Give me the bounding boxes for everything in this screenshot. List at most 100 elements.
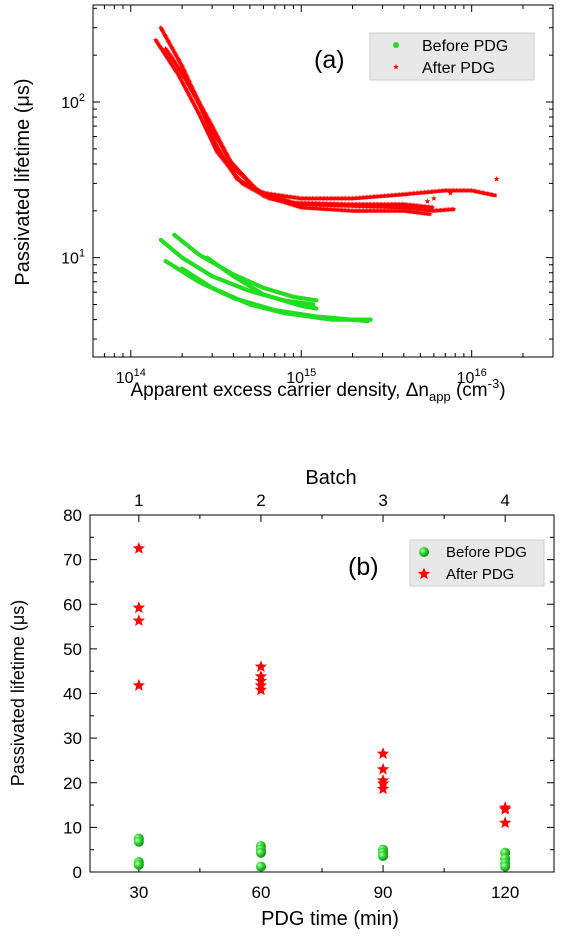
- panel-a-after-pdg-point: [184, 88, 190, 94]
- panel-a-after-pdg-point: [236, 168, 242, 174]
- panel-a-after-pdg-point: [431, 195, 437, 201]
- panel-a-after-pdg-point: [183, 86, 189, 92]
- panel-a-after-pdg-point: [196, 111, 202, 117]
- panel-a-after-pdg-point: [201, 122, 208, 128]
- panel-a-after-pdg-point: [217, 149, 224, 155]
- panel-a-after-pdg-point: [229, 160, 236, 166]
- panel-a-after-pdg-point: [209, 130, 215, 136]
- panel-a-after-pdg-point: [231, 170, 237, 176]
- panel-a-after-pdg-point: [210, 141, 217, 147]
- panel-a-after-pdg-point: [157, 44, 163, 50]
- panel-b-before-pdg-point: [255, 861, 266, 872]
- panel-a-after-pdg-point: [156, 41, 162, 47]
- panel-b-before-pdg-point: [255, 847, 266, 858]
- panel-a-after-pdg-point: [447, 190, 454, 196]
- panel-a-after-pdg-point: [213, 132, 219, 138]
- panel-a-after-pdg-point: [212, 138, 218, 144]
- panel-a-after-pdg-point: [168, 60, 174, 66]
- panel-a-after-pdg-point: [187, 93, 193, 99]
- panel-a-after-pdg-point: [201, 121, 207, 127]
- panel-a-after-pdg-point: [180, 71, 186, 77]
- panel-a-after-pdg-point: [206, 124, 212, 130]
- panel-a-after-pdg-point: [186, 82, 192, 88]
- panel-a-legend-box: [369, 32, 535, 81]
- panel-a-after-pdg-point: [174, 62, 180, 68]
- panel-a-after-pdg-point: [192, 93, 198, 99]
- panel-a-after-pdg-point: [225, 163, 231, 169]
- panel-b-after-pdg-point: [132, 678, 146, 691]
- panel-a-after-pdg-point: [181, 67, 187, 73]
- panel-a-after-pdg-point: [179, 70, 185, 76]
- panel-a-after-pdg-point: [235, 167, 241, 173]
- panel-b-legend-after-marker: [417, 567, 431, 580]
- panel-b-legend-before-label: Before PDG: [446, 544, 527, 561]
- panel-a-after-pdg-point: [204, 128, 211, 134]
- panel-a-after-pdg-point: [233, 172, 239, 178]
- panel-a-x-axis-label-unit-close: ): [499, 380, 505, 401]
- panel-a-after-pdg-point: [164, 48, 170, 54]
- panel-b-y-axis-label: Passivated lifetime (μs): [8, 600, 28, 786]
- panel-a-after-pdg-point: [192, 104, 199, 110]
- panel-a-series-before-pdg: [158, 232, 373, 324]
- panel-b-after-pdg-point: [254, 660, 268, 672]
- panel-a-after-pdg-point: [223, 160, 230, 166]
- panel-a-after-pdg-point: [188, 86, 194, 92]
- panel-b-after-pdg-point: [132, 541, 146, 554]
- panel-a-after-pdg-point: [243, 175, 249, 181]
- panel-a-after-pdg-point: [164, 35, 170, 41]
- panel-a-after-pdg-point: [154, 39, 160, 45]
- panel-a-after-pdg-point: [173, 52, 179, 58]
- panel-a-after-pdg-point: [200, 108, 206, 114]
- panel-b-x-tick-label: 120: [491, 883, 519, 902]
- panel-a-after-pdg-point: [195, 108, 201, 115]
- panel-a-after-pdg-point: [171, 58, 177, 64]
- panel-b-x-tick-label: 90: [374, 883, 393, 902]
- panel-a-after-pdg-point: [166, 39, 172, 45]
- panel-b-x-tick-label: 60: [251, 883, 270, 902]
- panel-a-after-pdg-point: [180, 64, 186, 70]
- panel-b-y-tick-label: 70: [63, 551, 82, 570]
- panel-a-after-pdg-point: [185, 91, 192, 97]
- panel-a-after-pdg-point: [192, 94, 199, 100]
- panel-a-after-pdg-point: [230, 161, 237, 168]
- panel-a-after-pdg-point: [185, 89, 191, 95]
- panel-a-after-pdg-point: [195, 99, 201, 105]
- panel-a-before-pdg-point: [311, 302, 316, 307]
- panel-a-after-pdg-point: [207, 120, 213, 126]
- panel-a-chart: 1014 1015 1016 101 102 (a) Before PDG After …: [12, 4, 554, 404]
- panel-a-after-pdg-point: [198, 105, 204, 111]
- panel-a-after-pdg-point: [226, 164, 232, 170]
- panel-b-series-after-pdg: [132, 541, 512, 829]
- panel-a-x-axis-label-main: Apparent excess carrier density, Δn: [130, 380, 429, 401]
- panel-a-after-pdg-point: [210, 140, 216, 146]
- panel-a-after-pdg-point: [202, 112, 208, 118]
- panel-a-x-tick-label: 1015: [286, 367, 316, 387]
- panel-a-after-pdg-point: [187, 84, 193, 90]
- panel-a-after-pdg-point: [213, 140, 219, 146]
- panel-a-after-pdg-point: [169, 62, 175, 68]
- panel-a-after-pdg-point: [427, 211, 433, 217]
- panel-a-after-pdg-point: [247, 180, 254, 186]
- panel-b-top-axis-label: Batch: [305, 467, 356, 489]
- panel-a-after-pdg-point: [174, 69, 180, 75]
- panel-a-after-pdg-point: [211, 129, 217, 135]
- panel-a-after-pdg-point: [188, 97, 195, 103]
- panel-a-after-pdg-point: [159, 27, 165, 33]
- panel-a-before-pdg-point: [314, 298, 319, 303]
- panel-a-after-pdg-point: [184, 78, 190, 84]
- panel-a-after-pdg-point: [178, 69, 184, 75]
- panel-b-top-tick-label: 4: [500, 491, 509, 510]
- panel-a-after-pdg-point: [195, 110, 202, 116]
- panel-a-after-pdg-point: [210, 133, 216, 139]
- panel-a-after-pdg-point: [203, 114, 210, 120]
- panel-b-before-pdg-point: [378, 850, 389, 861]
- panel-a-after-pdg-point: [170, 57, 176, 63]
- panel-a-after-pdg-point: [161, 49, 167, 55]
- panel-a-before-pdg-point: [314, 306, 319, 311]
- panel-a-after-pdg-point: [205, 121, 211, 128]
- panel-a-after-pdg-point: [227, 158, 234, 164]
- panel-a-before-pdg-curve: [172, 232, 319, 303]
- panel-a-after-pdg-point: [179, 79, 185, 85]
